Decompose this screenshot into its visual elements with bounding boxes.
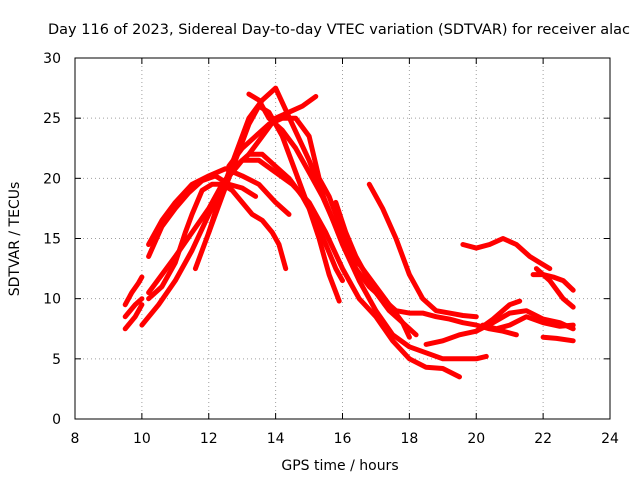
y-axis-label: SDTVAR / TECUs [7, 182, 23, 297]
plot-frame [74, 57, 611, 420]
series-track-18 [460, 236, 553, 272]
x-tick-label: 18 [400, 431, 418, 447]
series-track-13 [246, 91, 419, 338]
y-tick-label: 20 [43, 171, 61, 187]
series-track-15 [366, 181, 479, 320]
data-series [122, 85, 576, 380]
x-tick-label: 20 [467, 431, 485, 447]
series-track-2 [122, 296, 145, 320]
series-track-10 [206, 85, 489, 362]
axis-ticks: 8 10 12 14 16 18 20 22 24 0 5 10 15 20 25 30 [43, 51, 619, 447]
x-axis-label: GPS time / hours [281, 458, 398, 474]
y-tick-label: 30 [43, 51, 61, 67]
series-track-20 [533, 266, 576, 310]
chart-title: Day 116 of 2023, Sidereal Day-to-day VTE… [48, 22, 630, 38]
series-track-12 [246, 94, 319, 157]
x-tick-label: 10 [133, 431, 151, 447]
x-tick-label: 12 [200, 431, 218, 447]
series-track-11 [226, 115, 519, 338]
y-tick-label: 25 [43, 111, 61, 127]
series-track-17 [473, 308, 576, 334]
x-tick-label: 14 [267, 431, 285, 447]
x-tick-label: 24 [601, 431, 619, 447]
series-track-22 [480, 314, 576, 332]
y-tick-label: 10 [43, 292, 61, 308]
x-tick-label: 22 [534, 431, 552, 447]
series-track-5 [146, 166, 292, 247]
y-tick-label: 15 [43, 232, 61, 248]
series-track-21 [540, 334, 576, 344]
x-tick-label: 16 [334, 431, 352, 447]
series-track-3 [122, 274, 145, 308]
y-tick-label: 0 [52, 412, 61, 428]
series-track-1 [122, 302, 145, 332]
y-tick-label: 5 [52, 352, 61, 368]
x-tick-label: 8 [71, 431, 80, 447]
series-track-14 [333, 199, 412, 340]
